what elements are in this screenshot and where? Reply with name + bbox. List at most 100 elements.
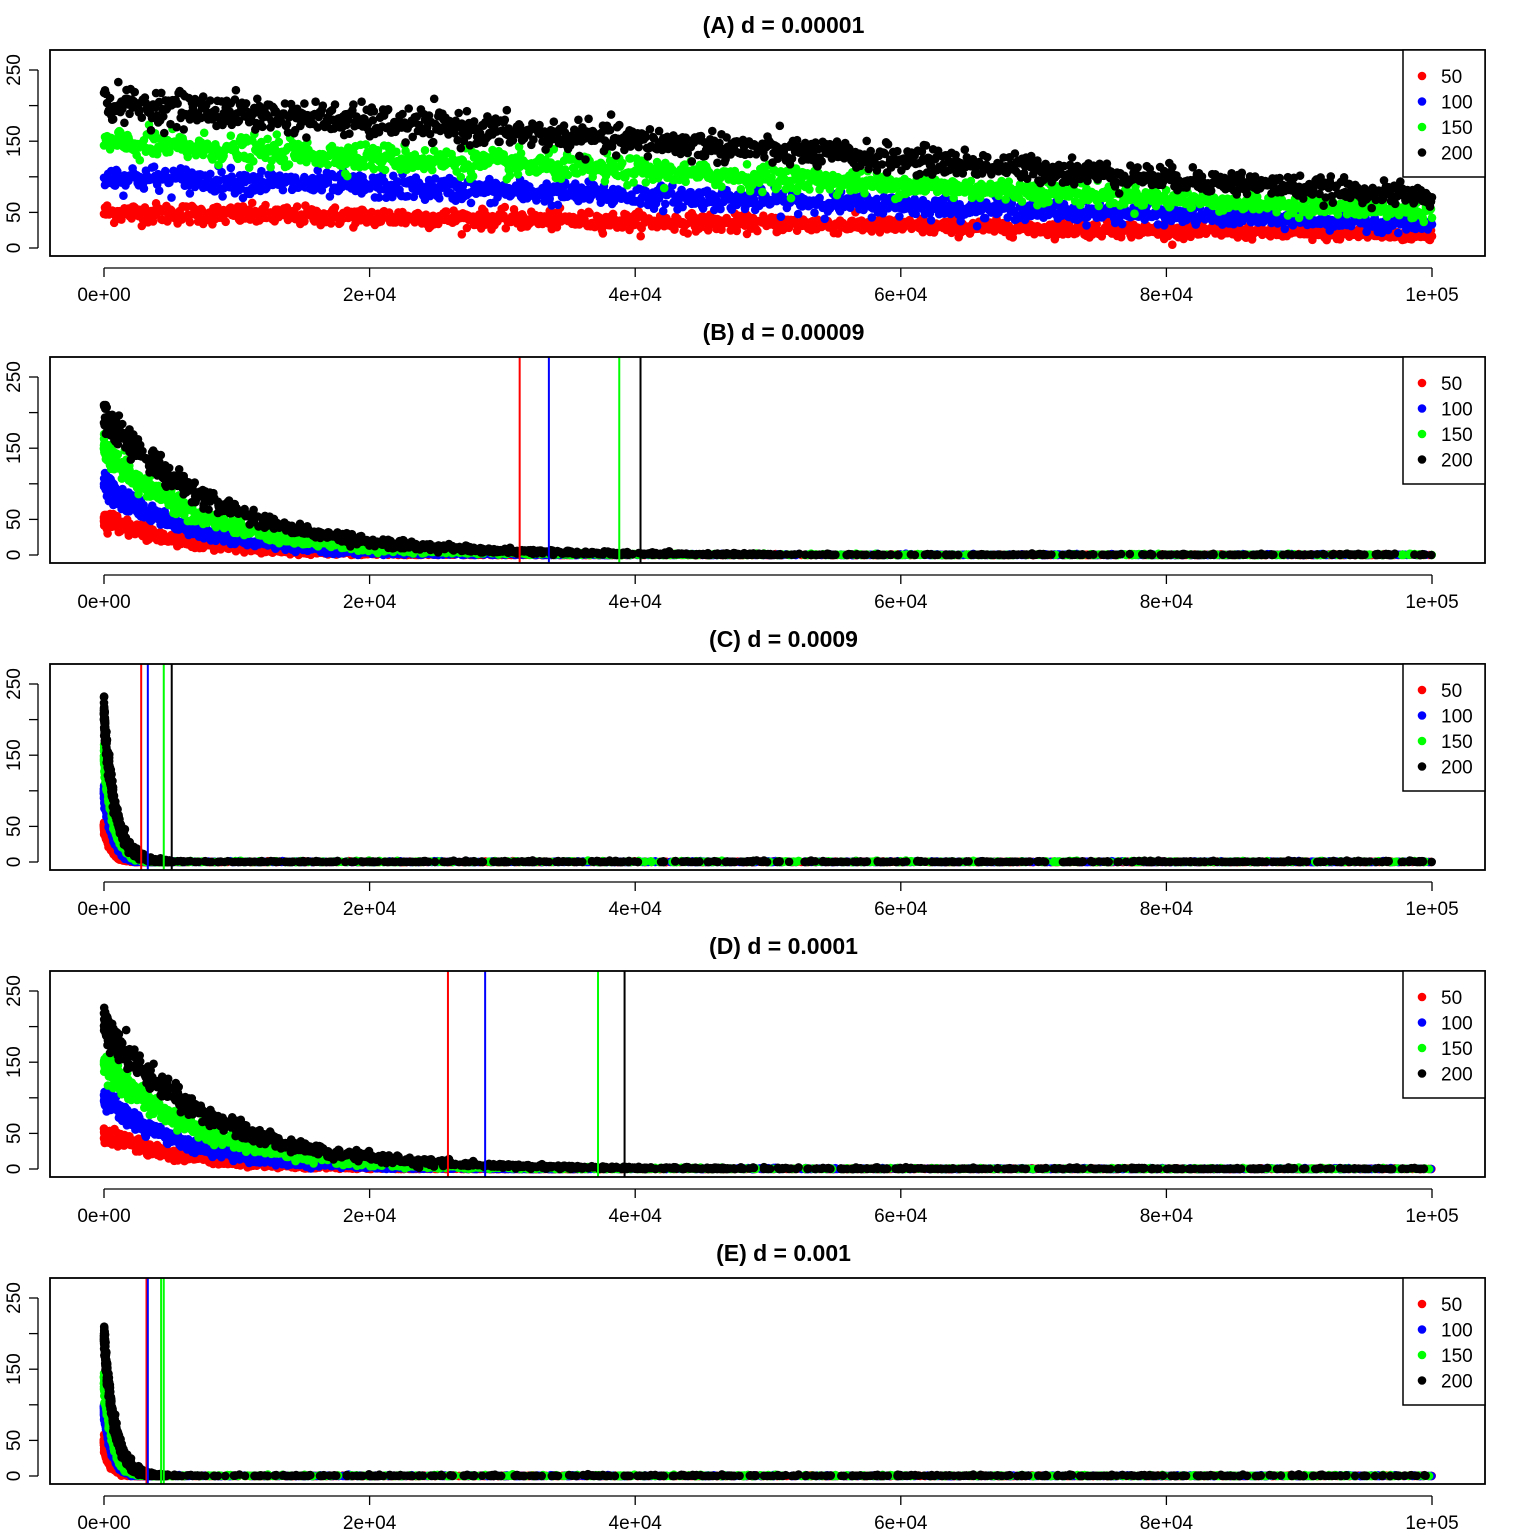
data-point: [160, 128, 169, 138]
data-point: [135, 155, 145, 165]
data-point: [300, 99, 309, 108]
series-100: [99, 161, 1437, 238]
data-point: [549, 117, 559, 126]
data-point: [466, 198, 476, 208]
data-point: [185, 189, 195, 198]
data-point: [462, 106, 472, 116]
data-point: [960, 145, 970, 154]
data-point: [185, 217, 195, 227]
data-point: [392, 147, 401, 157]
data-point: [456, 172, 466, 182]
data-point: [468, 172, 478, 181]
data-point: [911, 209, 920, 219]
data-point: [786, 193, 796, 203]
data-point: [1427, 231, 1437, 241]
data-point: [257, 166, 266, 176]
data-point: [139, 184, 149, 193]
data-point: [302, 133, 311, 142]
data-point: [120, 118, 129, 128]
data-point: [1133, 163, 1142, 172]
data-point: [114, 77, 123, 87]
data-point: [428, 137, 438, 147]
data-point: [758, 187, 767, 197]
data-point: [1114, 189, 1124, 198]
data-point: [926, 216, 936, 225]
data-point: [247, 198, 257, 208]
data-point: [374, 193, 384, 202]
data-point: [311, 97, 320, 106]
data-point: [585, 208, 594, 218]
data-point: [380, 165, 390, 175]
data-point: [206, 169, 215, 179]
data-point: [130, 87, 139, 97]
data-point: [226, 131, 236, 140]
data-point: [383, 105, 393, 114]
data-point: [615, 120, 624, 130]
data-point: [462, 223, 472, 233]
data-point: [775, 121, 785, 131]
data-point: [500, 115, 510, 125]
data-point: [105, 93, 115, 103]
data-point: [149, 162, 159, 171]
data-point: [457, 230, 467, 239]
data-point: [708, 126, 717, 136]
data-point: [862, 136, 871, 146]
data-point: [226, 163, 236, 173]
data-point: [292, 202, 302, 211]
data-point: [349, 100, 358, 109]
data-point: [810, 208, 819, 217]
points-layer: [99, 77, 1437, 249]
data-point: [1168, 162, 1177, 172]
data-point: [369, 164, 379, 174]
data-point: [427, 165, 437, 175]
data-point: [369, 107, 379, 116]
data-point: [1044, 197, 1053, 207]
data-point: [108, 114, 118, 124]
data-point: [584, 114, 593, 124]
data-point: [1010, 149, 1020, 158]
data-point: [357, 97, 366, 106]
data-point: [1094, 201, 1103, 211]
data-point: [716, 204, 725, 214]
data-point: [435, 194, 444, 203]
data-point: [146, 126, 156, 135]
data-point: [895, 212, 904, 221]
data-point: [553, 200, 563, 210]
data-point: [872, 194, 882, 204]
data-point: [1394, 228, 1403, 238]
data-point: [817, 157, 826, 166]
data-point: [300, 217, 309, 226]
data-point: [513, 170, 523, 179]
data-point: [456, 143, 466, 153]
data-point: [179, 125, 188, 134]
data-point: [119, 191, 128, 200]
data-point: [753, 226, 762, 236]
data-point: [218, 192, 227, 201]
data-point: [313, 166, 323, 175]
data-point: [893, 146, 902, 156]
data-point: [658, 206, 668, 216]
data-point: [1117, 219, 1127, 229]
data-point: [654, 126, 664, 136]
data-point: [500, 202, 510, 212]
data-point: [278, 185, 288, 195]
data-point: [683, 229, 692, 238]
data-point: [574, 115, 583, 125]
data-point: [1280, 224, 1290, 234]
data-point: [249, 157, 258, 166]
data-point: [1017, 197, 1027, 206]
data-point: [687, 157, 697, 166]
data-point: [749, 195, 759, 204]
data-point: [736, 184, 746, 194]
data-point: [1419, 217, 1429, 227]
data-point: [678, 202, 687, 212]
data-point: [241, 99, 251, 108]
data-point: [454, 108, 464, 118]
data-point: [217, 167, 226, 177]
data-point: [659, 183, 669, 193]
data-point: [717, 182, 726, 191]
data-point: [231, 85, 241, 95]
data-point: [972, 221, 982, 231]
